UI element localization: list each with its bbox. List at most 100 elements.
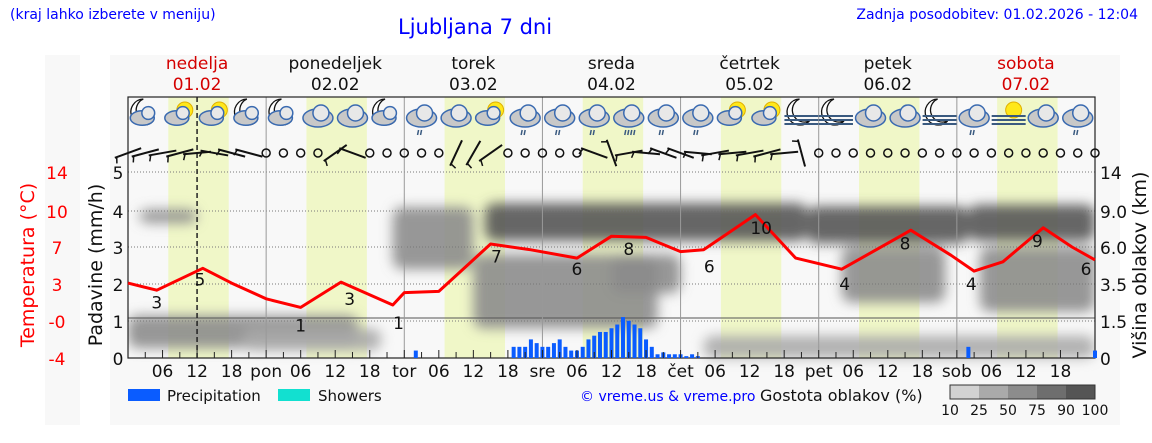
clip-left <box>110 97 128 358</box>
barb-flag <box>718 153 722 161</box>
temperature-label: 1 <box>295 317 306 337</box>
clip-right <box>1095 97 1120 358</box>
barb-shaft <box>667 147 695 159</box>
precipitation-legend-swatch <box>128 389 160 401</box>
cloud-shape <box>692 104 710 122</box>
hour-tick: 12 <box>739 362 761 382</box>
barb-shaft <box>235 148 263 158</box>
cloud-shape <box>968 104 986 122</box>
sun-fog-icon <box>991 101 1026 125</box>
wind-barb-icon <box>701 149 730 162</box>
rain-drop <box>1075 129 1079 136</box>
cloud-shape <box>519 104 537 122</box>
cloud-icon <box>1027 104 1059 128</box>
barb-shaft <box>148 149 177 157</box>
temperature-label: 6 <box>572 260 583 280</box>
barb-shaft <box>166 148 194 158</box>
calm-wind-icon <box>952 148 962 158</box>
cloud-density-layer <box>128 203 1095 358</box>
daylight-band <box>168 97 229 358</box>
temperature-label: 3 <box>344 290 355 310</box>
calm-wind-icon <box>1038 148 1048 158</box>
cloud-shape <box>728 105 743 121</box>
temperature-label: 4 <box>839 275 850 295</box>
temperature-axis-panel <box>45 55 80 425</box>
precipitation-bar <box>592 335 597 358</box>
wind-barb-icon <box>770 150 799 161</box>
temperature-label: 6 <box>1081 260 1092 280</box>
calm-wind-icon <box>917 148 928 158</box>
showers-legend-label: Showers <box>318 387 382 405</box>
precipitation-bar <box>649 346 654 358</box>
rain-drop <box>416 129 420 136</box>
day-date: 02.02 <box>311 75 360 95</box>
cloud-rain-icon <box>578 104 610 136</box>
barb-flag <box>791 140 799 143</box>
cloud-shape <box>588 104 606 122</box>
location-hint: (kraj lahko izberete v meniju) <box>10 7 216 23</box>
hour-tick: 12 <box>186 362 208 382</box>
calm-wind-icon <box>365 148 375 158</box>
wind-barb-icon <box>131 148 160 163</box>
cloud-shape <box>762 105 778 121</box>
moon-fog-icon <box>922 98 957 126</box>
density-swatch <box>950 385 979 399</box>
precipitation-bar <box>621 317 626 358</box>
day-name: sobota <box>997 54 1055 74</box>
cloud-shape <box>1037 104 1055 122</box>
calm-wind-icon <box>503 148 513 158</box>
barb-flag <box>601 140 608 143</box>
calm-wind-icon <box>313 148 323 158</box>
barb-flag <box>578 148 584 155</box>
temperature-axis-label: Temperatura (°C) <box>17 183 39 348</box>
precipitation-axis-label: Padavine (mm/h) <box>85 184 107 347</box>
rain-drop <box>624 129 627 136</box>
barb-shaft <box>478 144 503 162</box>
barb-shaft <box>735 149 764 157</box>
day-date: 03.02 <box>449 75 498 95</box>
day-name: sreda <box>588 54 635 74</box>
calm-wind-icon <box>537 148 548 158</box>
rain-drop <box>1072 129 1076 136</box>
temperature-label: 9 <box>1032 232 1043 252</box>
wind-barb-icon <box>449 139 463 169</box>
barb-shaft <box>323 144 348 162</box>
barb-shaft <box>605 139 618 167</box>
wind-barb-icon <box>166 148 194 163</box>
barb-shaft <box>649 147 677 159</box>
cloud-region <box>243 328 382 351</box>
cloud-shape <box>415 104 434 122</box>
precipitation-bar <box>667 354 672 358</box>
precipitation-tick: 0 <box>113 350 124 370</box>
cloud-icon <box>889 104 921 128</box>
temperature-tick: -4 <box>49 350 66 370</box>
moon-shape <box>786 98 810 126</box>
temperature-label: 8 <box>900 234 911 254</box>
hour-tick: 18 <box>359 362 381 382</box>
hour-tick: 18 <box>1050 362 1072 382</box>
rain-drop <box>633 129 636 136</box>
rain-drop <box>557 129 561 136</box>
cloud-height-tick: 0 <box>1100 350 1111 370</box>
precipitation-bar <box>413 350 418 358</box>
precipitation-tick: 2 <box>113 276 124 296</box>
precipitation-bar <box>551 343 556 358</box>
cloud-shape <box>244 105 260 121</box>
calm-wind-icon <box>831 148 841 158</box>
daylight-band <box>306 97 367 358</box>
precipitation-bar <box>557 339 562 358</box>
hour-tick: 06 <box>566 362 588 382</box>
cloud-height-tick: 3.5 <box>1100 276 1127 296</box>
calm-wind-icon <box>434 148 444 158</box>
rain-drop <box>630 129 633 136</box>
temperature-label: 3 <box>151 294 162 314</box>
day-abbr-tick: pon <box>250 362 282 382</box>
precipitation-bar <box>690 354 695 358</box>
rain-drop <box>520 129 523 136</box>
credit-link[interactable]: © vreme.us & vreme.pro <box>580 389 755 405</box>
hour-tick: 12 <box>601 362 623 382</box>
temperature-label: 4 <box>966 275 977 295</box>
precipitation-tick: 4 <box>113 203 124 223</box>
moon-cloud-icon <box>267 98 294 126</box>
